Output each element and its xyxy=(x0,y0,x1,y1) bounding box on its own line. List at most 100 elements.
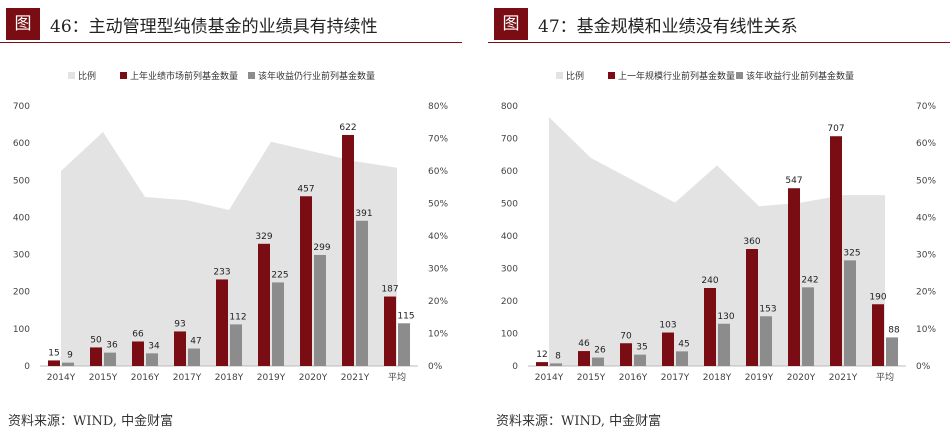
x-tick-label: 2017Y xyxy=(661,373,690,383)
figure-tag: 图 xyxy=(494,8,528,40)
bar-current xyxy=(104,352,116,366)
x-tick-label: 2019Y xyxy=(745,373,774,383)
y-tick-label: 100 xyxy=(501,330,518,340)
data-label-current: 299 xyxy=(313,243,330,253)
data-label-current: 225 xyxy=(271,270,288,280)
x-tick-label: 2014Y xyxy=(47,373,76,383)
chart-title: 47：基金规模和业绩没有线性关系 xyxy=(538,17,798,37)
y-tick-label: 200 xyxy=(501,297,518,307)
bar-prior xyxy=(90,347,102,366)
data-label-prior: 50 xyxy=(90,335,102,345)
x-tick-label: 2015Y xyxy=(577,373,606,383)
y2-tick-label: 20% xyxy=(428,297,448,307)
legend-label-current: 该年收益行业前列基金数量 xyxy=(746,70,854,82)
x-tick-label: 2020Y xyxy=(787,373,816,383)
data-label-prior: 707 xyxy=(827,124,844,134)
data-label-prior: 12 xyxy=(536,350,547,360)
bar-current xyxy=(844,260,856,366)
data-label-current: 153 xyxy=(759,304,776,314)
ratio-area xyxy=(61,132,397,366)
y2-tick-label: 30% xyxy=(428,265,448,275)
data-label-current: 391 xyxy=(355,209,372,219)
x-tick-label: 2014Y xyxy=(535,373,564,383)
data-label-current: 8 xyxy=(555,351,561,361)
figure-tag: 图 xyxy=(6,8,40,40)
y2-tick-label: 50% xyxy=(916,176,936,186)
x-tick-label: 2018Y xyxy=(703,373,732,383)
bar-prior xyxy=(174,331,186,366)
y2-tick-label: 70% xyxy=(916,102,936,112)
bar-prior xyxy=(872,304,884,366)
x-tick-label: 2016Y xyxy=(131,373,160,383)
legend-swatch-ratio xyxy=(68,72,75,79)
y2-tick-label: 40% xyxy=(916,213,936,223)
legend-swatch-prior xyxy=(120,72,127,79)
data-label-current: 45 xyxy=(678,339,689,349)
data-label-current: 36 xyxy=(106,341,118,351)
ratio-area xyxy=(549,117,885,366)
x-tick-label: 2018Y xyxy=(215,373,244,383)
bar-current xyxy=(802,287,814,366)
y2-tick-label: 80% xyxy=(428,102,448,112)
x-tick-label: 2021Y xyxy=(829,373,858,383)
chart-panel-46: 图 46：主动管理型纯债基金的业绩具有持续性 比例 上年业绩市场前列基金数量 该年收… xyxy=(0,0,462,437)
x-tick-label: 2015Y xyxy=(89,373,118,383)
bar-current xyxy=(634,354,646,366)
data-label-prior: 103 xyxy=(659,321,676,331)
legend-label-ratio: 比例 xyxy=(78,70,96,82)
source-note: 资料来源：WIND, 中金财富 xyxy=(496,414,662,429)
y-tick-label: 300 xyxy=(501,265,518,275)
bar-prior xyxy=(216,279,228,366)
legend-swatch-current xyxy=(736,72,743,79)
data-label-current: 88 xyxy=(888,325,900,335)
bar-prior xyxy=(48,360,60,366)
y-tick-label: 600 xyxy=(13,139,30,149)
y-tick-label: 400 xyxy=(13,213,30,223)
bar-prior xyxy=(578,351,590,366)
x-tick-label: 2021Y xyxy=(341,373,370,383)
bar-prior xyxy=(384,296,396,366)
chart-title-bar: 图 47：基金规模和业绩没有线性关系 xyxy=(488,4,950,43)
data-label-prior: 15 xyxy=(48,348,59,358)
bar-current xyxy=(398,323,410,366)
y-tick-label: 0 xyxy=(512,362,518,372)
data-label-prior: 190 xyxy=(869,292,886,302)
y-tick-label: 200 xyxy=(13,288,30,298)
y2-tick-label: 40% xyxy=(428,232,448,242)
y-tick-label: 800 xyxy=(501,102,518,112)
bar-current xyxy=(718,323,730,366)
y-tick-label: 600 xyxy=(501,167,518,177)
y2-tick-label: 20% xyxy=(916,288,936,298)
bar-current xyxy=(230,324,242,366)
bar-current xyxy=(314,254,326,366)
data-label-prior: 360 xyxy=(743,237,760,247)
data-label-prior: 233 xyxy=(213,267,230,277)
bar-prior xyxy=(830,136,842,366)
x-tick-label: 平均 xyxy=(388,371,406,383)
legend-label-current: 该年收益仍行业前列基金数量 xyxy=(258,70,375,82)
y-tick-label: 100 xyxy=(13,325,30,335)
legend-label-prior: 上一年规模行业前列基金数量 xyxy=(618,70,735,82)
legend-swatch-ratio xyxy=(556,72,563,79)
data-label-current: 47 xyxy=(190,337,201,347)
data-label-prior: 622 xyxy=(339,123,356,133)
data-label-current: 242 xyxy=(801,275,818,285)
data-label-current: 325 xyxy=(843,248,860,258)
bar-current xyxy=(760,316,772,366)
legend-label-ratio: 比例 xyxy=(566,70,584,82)
x-tick-label: 2017Y xyxy=(173,373,202,383)
data-label-prior: 547 xyxy=(785,176,802,186)
bar-current xyxy=(146,353,158,366)
bar-prior xyxy=(788,188,800,366)
y-tick-label: 500 xyxy=(501,200,518,210)
legend-swatch-current xyxy=(248,72,255,79)
y2-tick-label: 50% xyxy=(428,200,448,210)
chart-panel-47: 图 47：基金规模和业绩没有线性关系 比例 上一年规模行业前列基金数量 该年收益行业… xyxy=(488,0,950,437)
bar-current xyxy=(676,351,688,366)
y-tick-label: 400 xyxy=(501,232,518,242)
data-label-current: 112 xyxy=(229,312,246,322)
bar-current xyxy=(272,282,284,366)
y2-tick-label: 60% xyxy=(428,167,448,177)
y2-tick-label: 10% xyxy=(916,325,936,335)
y2-tick-label: 60% xyxy=(916,139,936,149)
